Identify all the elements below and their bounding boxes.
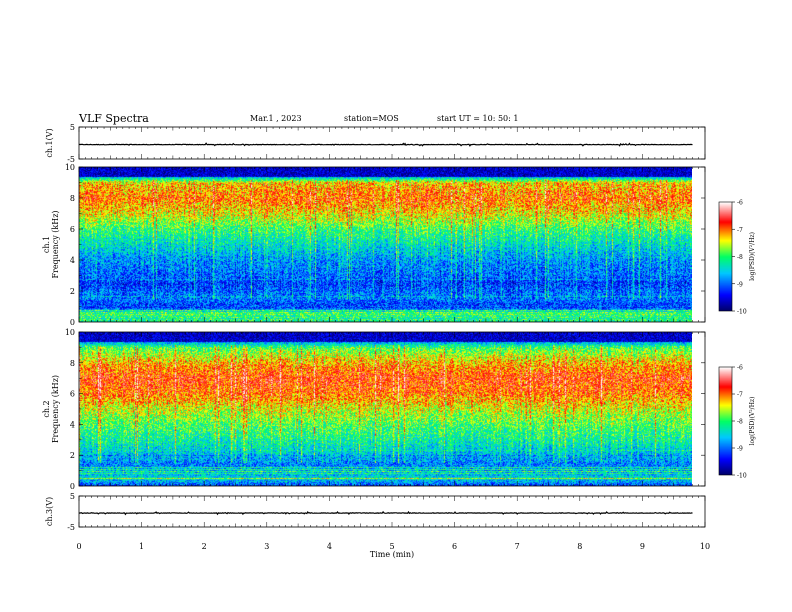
y-tick-label: 2 <box>70 451 75 460</box>
colorbar-tick-label: -8 <box>737 254 743 261</box>
colorbar-tick-label: -9 <box>737 281 743 288</box>
x-tick-label: 2 <box>202 542 207 551</box>
y-tick-label: 6 <box>70 390 75 399</box>
x-tick-label: 4 <box>327 542 332 551</box>
y-axis-label-0: ch.1(V) <box>45 128 54 157</box>
y-tick-label: 0 <box>70 482 75 491</box>
start-time-label: start UT = 10: 50: 1 <box>437 114 519 123</box>
x-tick-label: 8 <box>577 542 582 551</box>
y-tick-label: 4 <box>70 420 75 429</box>
colorbar-tick-label: -7 <box>737 227 743 234</box>
x-axis-label: Time (min) <box>370 550 414 559</box>
x-tick-label: 0 <box>76 542 81 551</box>
y-tick-label: 10 <box>65 328 75 337</box>
y-tick-label: 8 <box>70 359 75 368</box>
chart-title: VLF Spectra <box>79 112 149 125</box>
colorbar-tick-label: -6 <box>737 365 743 372</box>
y-tick-label: 8 <box>70 194 75 203</box>
colorbar-tick-label: -8 <box>737 419 743 426</box>
x-tick-label: 7 <box>515 542 520 551</box>
colorbar-2 <box>719 367 732 475</box>
y-axis-label-2: ch.2 <box>42 400 51 417</box>
y-tick-label: 0 <box>70 318 75 327</box>
y-tick-label: 6 <box>70 225 75 234</box>
colorbar-tick-label: -9 <box>737 446 743 453</box>
spectrogram-image-2 <box>79 332 692 486</box>
x-tick-label: 9 <box>640 542 645 551</box>
waveform-line-3 <box>78 510 693 516</box>
y-axis-label-1: ch.1 <box>42 236 51 253</box>
y-tick-label: 5 <box>70 123 75 132</box>
y-tick-label: -5 <box>67 155 75 164</box>
y-tick-label: 10 <box>65 163 75 172</box>
waveform-line-0 <box>78 142 693 147</box>
x-tick-label: 5 <box>389 542 394 551</box>
y-axis-label-2: Frequency (kHz) <box>51 375 60 443</box>
colorbar-tick-label: -10 <box>737 473 747 480</box>
colorbar-label: log(PSD)(V²/Hz) <box>749 397 756 446</box>
colorbar-1 <box>719 202 732 311</box>
x-tick-label: 3 <box>264 542 269 551</box>
date-label: Mar.1 , 2023 <box>250 114 302 123</box>
y-axis-label-1: Frequency (kHz) <box>51 210 60 278</box>
x-tick-label: 10 <box>700 542 710 551</box>
colorbar-tick-label: -7 <box>737 392 743 399</box>
y-tick-label: -5 <box>67 523 75 532</box>
x-tick-label: 6 <box>452 542 457 551</box>
y-tick-label: 2 <box>70 287 75 296</box>
colorbar-label: log(PSD)(V²/Hz) <box>749 232 756 281</box>
y-axis-label-3: ch.3(V) <box>45 497 54 526</box>
station-label: station=MOS <box>344 114 399 123</box>
y-tick-label: 5 <box>70 492 75 501</box>
y-tick-label: 4 <box>70 256 75 265</box>
colorbar-tick-label: -6 <box>737 200 743 207</box>
colorbar-tick-label: -10 <box>737 309 747 316</box>
x-tick-label: 1 <box>139 542 144 551</box>
spectrogram-image-1 <box>79 167 692 322</box>
